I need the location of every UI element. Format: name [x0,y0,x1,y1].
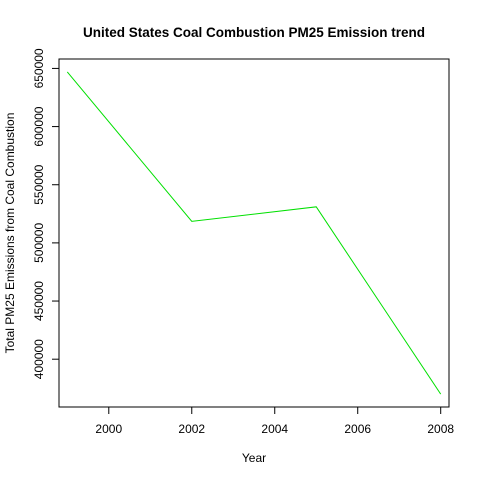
x-tick-label: 2006 [344,422,371,436]
x-tick-label: 2000 [95,422,122,436]
y-tick-label: 650000 [32,48,46,88]
x-tick-label: 2002 [178,422,205,436]
y-tick-label: 400000 [32,339,46,379]
x-axis: 2000 2002 2004 2006 2008 [95,407,454,436]
y-tick-label: 600000 [32,106,46,146]
y-tick-label: 500000 [32,223,46,263]
series-line [66,71,442,395]
y-axis: 400000 450000 500000 550000 600000 650000 [32,48,59,379]
plot-frame [58,58,450,408]
y-axis-label: Total PM25 Emissions from Coal Combustio… [3,113,17,354]
x-tick-label: 2008 [427,422,454,436]
y-tick-label: 550000 [32,164,46,204]
x-axis-label: Year [242,451,266,465]
x-tick-label: 2004 [261,422,288,436]
y-tick-label: 450000 [32,281,46,321]
chart-title: United States Coal Combustion PM25 Emiss… [83,25,425,40]
series-layer [66,71,442,395]
